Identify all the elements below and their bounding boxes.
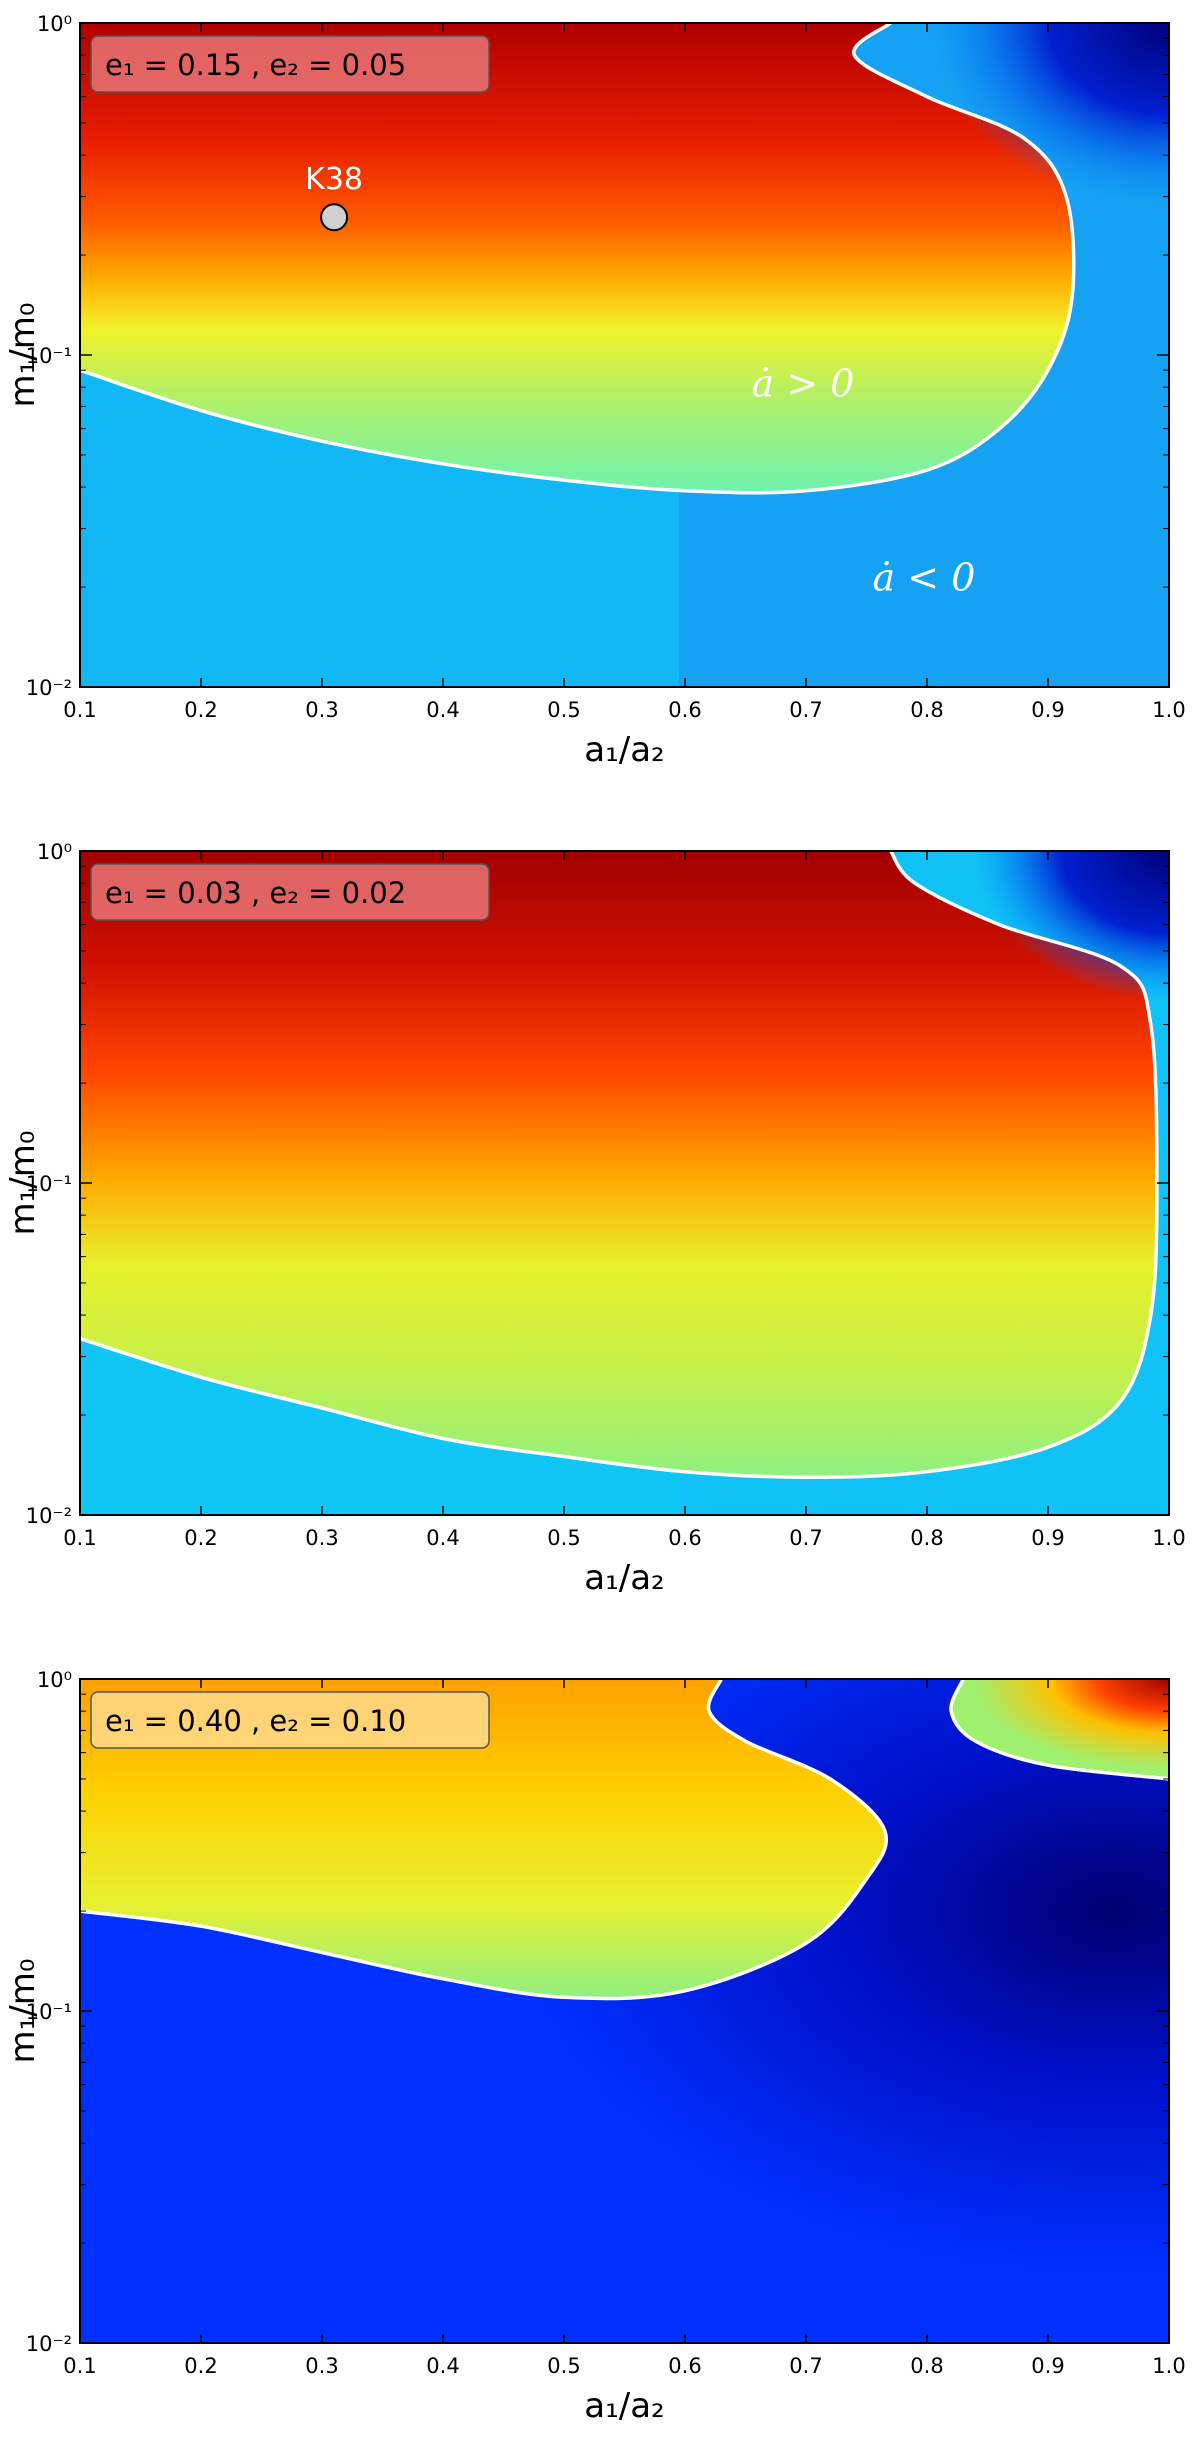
legend: e₁ = 0.03 , e₂ = 0.02 — [90, 863, 490, 921]
x-tick-label: 0.9 — [1031, 1526, 1064, 1550]
y-axis-label: m₁/m₀ — [3, 1131, 43, 1236]
plot-area — [80, 851, 1169, 1515]
x-tick-label: 0.6 — [668, 2354, 701, 2378]
x-tick-label: 0.1 — [63, 2354, 96, 2378]
y-axis-label: m₁/m₀ — [3, 1959, 43, 2064]
positive-region — [80, 1679, 887, 1999]
y-tick-label: 10⁻² — [26, 676, 72, 700]
x-tick-label: 0.5 — [547, 1526, 580, 1550]
x-tick-label: 0.9 — [1031, 698, 1064, 722]
contour-line — [80, 1679, 888, 2001]
x-tick-label: 0.2 — [184, 698, 217, 722]
legend-box — [90, 863, 490, 921]
y-tick-label: 10⁻¹ — [26, 2000, 72, 2024]
x-tick-label: 0.3 — [305, 2354, 338, 2378]
plot-area — [80, 23, 1169, 687]
y-tick-label: 10⁻¹ — [26, 1172, 72, 1196]
x-tick-label: 0.1 — [63, 1526, 96, 1550]
deep-negative-corner — [733, 23, 1169, 355]
x-tick-label: 0.6 — [668, 1526, 701, 1550]
legend: e₁ = 0.15 , e₂ = 0.05 — [90, 35, 490, 93]
data-point-label: K38 — [305, 162, 363, 197]
x-tick-label: 0.8 — [910, 2354, 943, 2378]
y-axis-label: m₁/m₀ — [3, 303, 43, 408]
legend-box — [90, 35, 490, 93]
legend: e₁ = 0.40 , e₂ = 0.10 — [90, 1691, 490, 1749]
chart-panel-2: e₁ = 0.03 , e₂ = 0.02 0.1 0.2 0.3 0.4 0.5 0.6 0… — [3, 840, 1186, 1598]
x-tick-label: 0.2 — [184, 2354, 217, 2378]
x-tick-label: 0.1 — [63, 698, 96, 722]
x-tick-label: 0.4 — [426, 698, 459, 722]
x-axis-label: a₁/a₂ — [584, 2386, 664, 2426]
x-tick-label: 0.4 — [426, 2354, 459, 2378]
x-tick-label: 1.0 — [1152, 2354, 1185, 2378]
legend-text: e₁ = 0.03 , e₂ = 0.02 — [105, 876, 406, 910]
x-tick-label: 0.4 — [426, 1526, 459, 1550]
annotation-positive: ȧ > 0 — [752, 361, 855, 405]
x-tick-label: 0.3 — [305, 1526, 338, 1550]
plot-area — [80, 1679, 1169, 2343]
y-tick-label: 10⁰ — [37, 12, 72, 36]
annotation-negative: ȧ < 0 — [873, 556, 976, 600]
x-tick-label: 0.3 — [305, 698, 338, 722]
x-tick-label: 0.7 — [789, 698, 822, 722]
x-tick-label: 0.7 — [789, 2354, 822, 2378]
x-tick-label: 0.9 — [1031, 2354, 1064, 2378]
x-tick-label: 0.5 — [547, 698, 580, 722]
contour-line-2 — [949, 1679, 1169, 1781]
x-tick-label: 0.5 — [547, 2354, 580, 2378]
y-tick-label: 10⁻² — [26, 1504, 72, 1528]
contour-line — [80, 851, 1159, 1479]
x-tick-label: 1.0 — [1152, 698, 1185, 722]
deep-negative-corner — [733, 851, 1169, 1183]
legend-text: e₁ = 0.15 , e₂ = 0.05 — [105, 48, 406, 82]
x-tick-label: 1.0 — [1152, 1526, 1185, 1550]
x-axis-label: a₁/a₂ — [584, 1558, 664, 1598]
x-tick-label: 0.2 — [184, 1526, 217, 1550]
data-point-k38 — [320, 203, 349, 232]
legend-box — [90, 1691, 490, 1749]
y-tick-label: 10⁻² — [26, 2332, 72, 2356]
y-tick-label: 10⁰ — [37, 840, 72, 864]
x-tick-label: 0.8 — [910, 698, 943, 722]
y-tick-label: 10⁻¹ — [26, 344, 72, 368]
x-tick-label: 0.6 — [668, 698, 701, 722]
chart-panel-1: ȧ > 0 ȧ < 0 K38 e₁ = 0.15 , e₂ = 0.05 0.1 0.2… — [3, 12, 1186, 770]
legend-text: e₁ = 0.40 , e₂ = 0.10 — [105, 1704, 406, 1738]
chart-panel-3: e₁ = 0.40 , e₂ = 0.10 0.1 0.2 0.3 0.4 0.5 0.6 0… — [3, 1668, 1186, 2426]
x-tick-label: 0.7 — [789, 1526, 822, 1550]
x-tick-label: 0.8 — [910, 1526, 943, 1550]
contour-line — [80, 23, 1076, 495]
x-axis-label: a₁/a₂ — [584, 730, 664, 770]
y-tick-label: 10⁰ — [37, 1668, 72, 1692]
